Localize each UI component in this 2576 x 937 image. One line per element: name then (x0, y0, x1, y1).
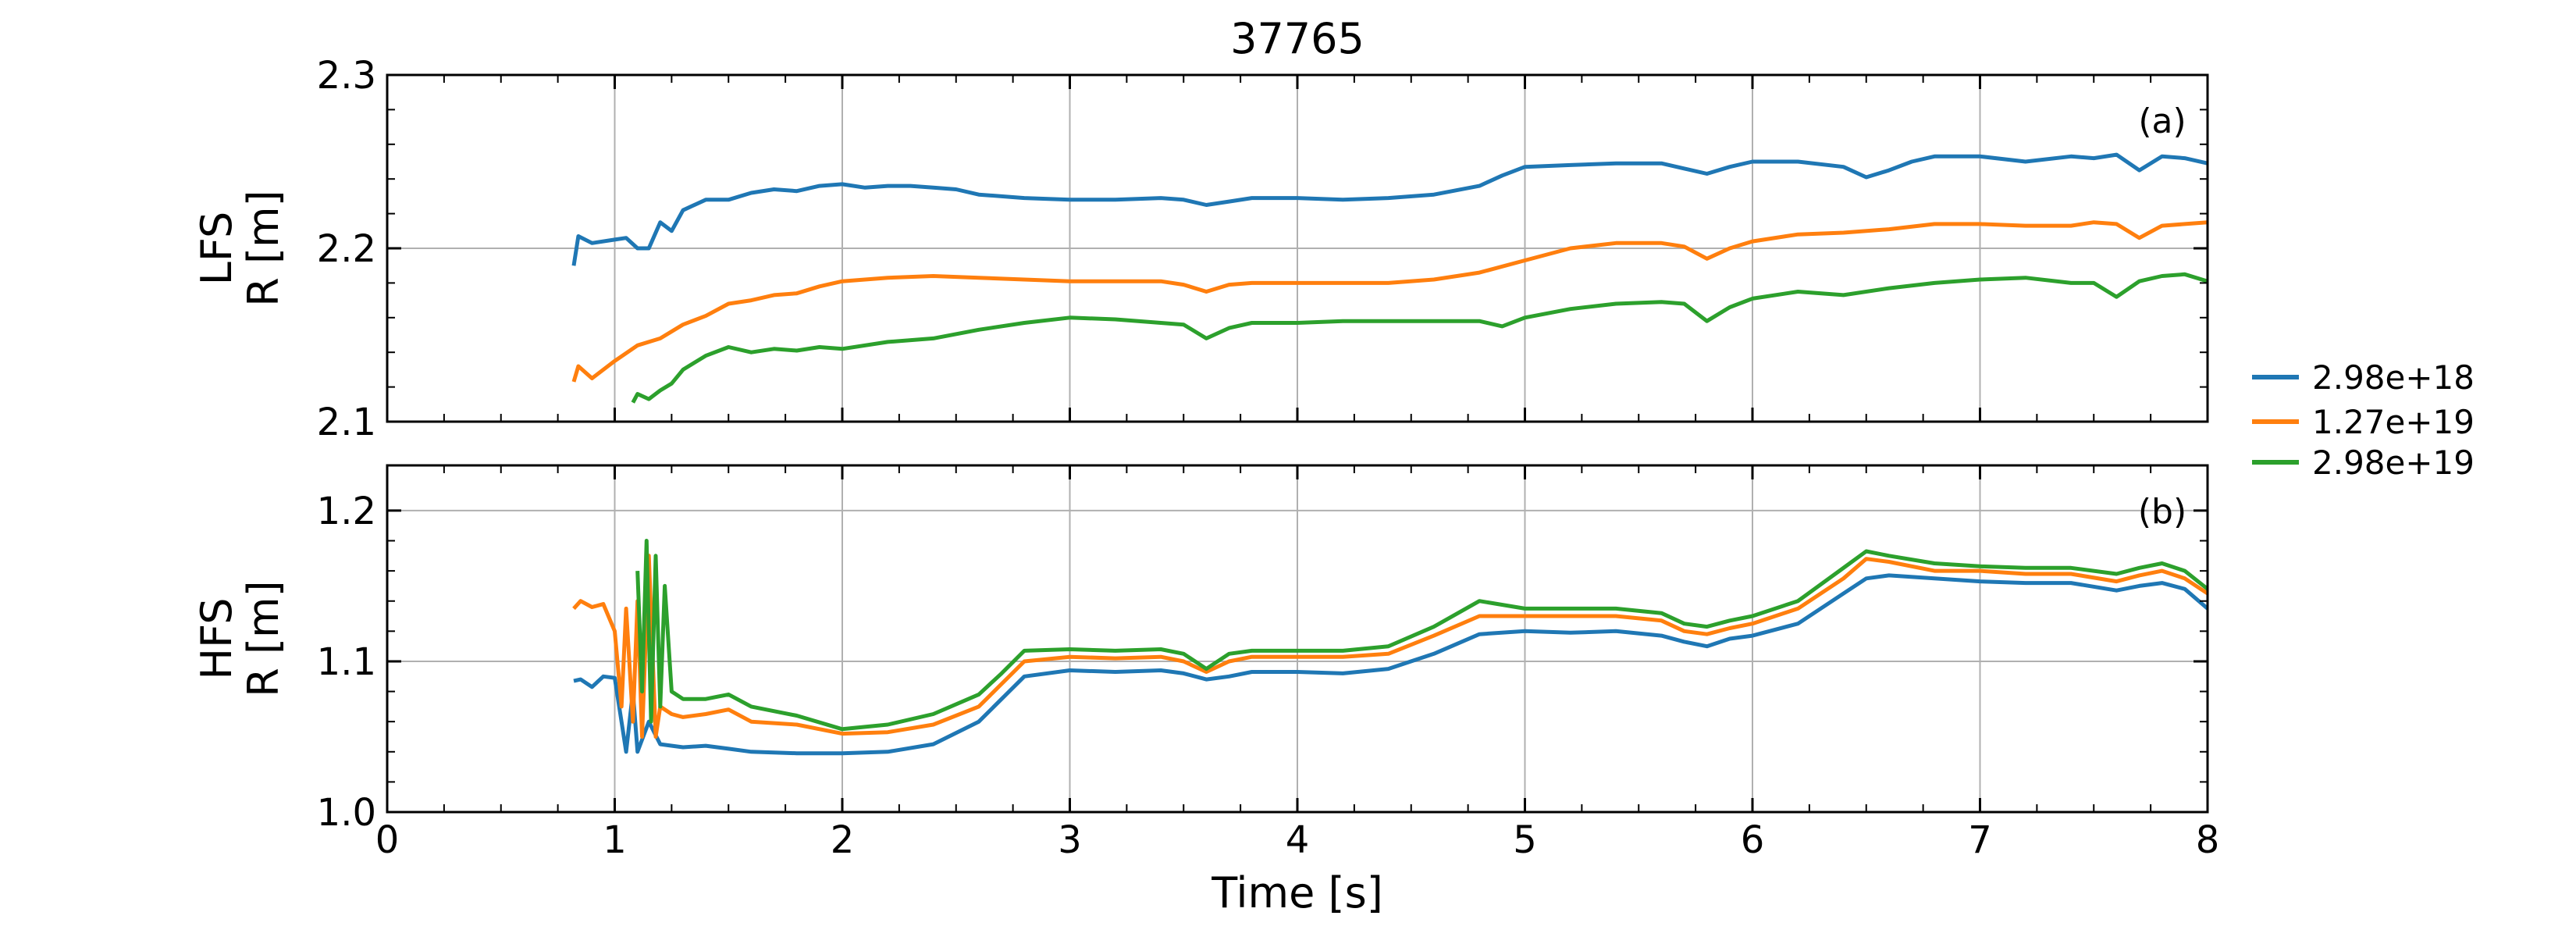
legend-label-2: 2.98e+19 (2312, 444, 2475, 482)
x-tick-label-3: 3 (1058, 818, 1082, 862)
legend-label-0: 2.98e+18 (2312, 358, 2475, 397)
chart-title: 37765 (1230, 14, 1364, 63)
x-axis-label: Time [s] (1211, 868, 1383, 917)
x-tick-label-1: 1 (603, 818, 627, 862)
panel-lfs-ytick-label-2: 2.3 (317, 54, 376, 98)
panel-lfs-ytick-label-1: 2.2 (317, 227, 376, 271)
x-tick-label-5: 5 (1513, 818, 1537, 862)
panel-hfs-ytick-label-1: 1.1 (317, 640, 376, 684)
panel-hfs-ylabel-line2: R [m] (239, 580, 288, 697)
x-tick-label-8: 8 (2196, 818, 2220, 862)
panel-lfs-ytick-label-0: 2.1 (317, 401, 376, 444)
panel-hfs-ytick-label-2: 1.2 (317, 490, 376, 533)
legend: 2.98e+18 1.27e+19 2.98e+19 (2252, 358, 2475, 482)
x-tick-label-7: 7 (1968, 818, 1992, 862)
panel-lfs-ylabel-line2: R [m] (239, 190, 288, 306)
panel-hfs-ytick-label-0: 1.0 (317, 791, 376, 835)
panel-hfs-ylabel: HFS R [m] (192, 580, 288, 697)
legend-label-1: 1.27e+19 (2312, 403, 2475, 441)
panel-hfs-ylabel-line1: HFS (192, 598, 241, 680)
panel-hfs-tag: (b) (2138, 492, 2186, 532)
x-tick-label-2: 2 (831, 818, 855, 862)
x-tick-label-6: 6 (1741, 818, 1765, 862)
panel-lfs-tag: (a) (2138, 102, 2186, 141)
x-tick-label-0: 0 (375, 818, 400, 862)
x-tick-label-4: 4 (1286, 818, 1310, 862)
panel-lfs-ylabel-line1: LFS (192, 212, 241, 285)
